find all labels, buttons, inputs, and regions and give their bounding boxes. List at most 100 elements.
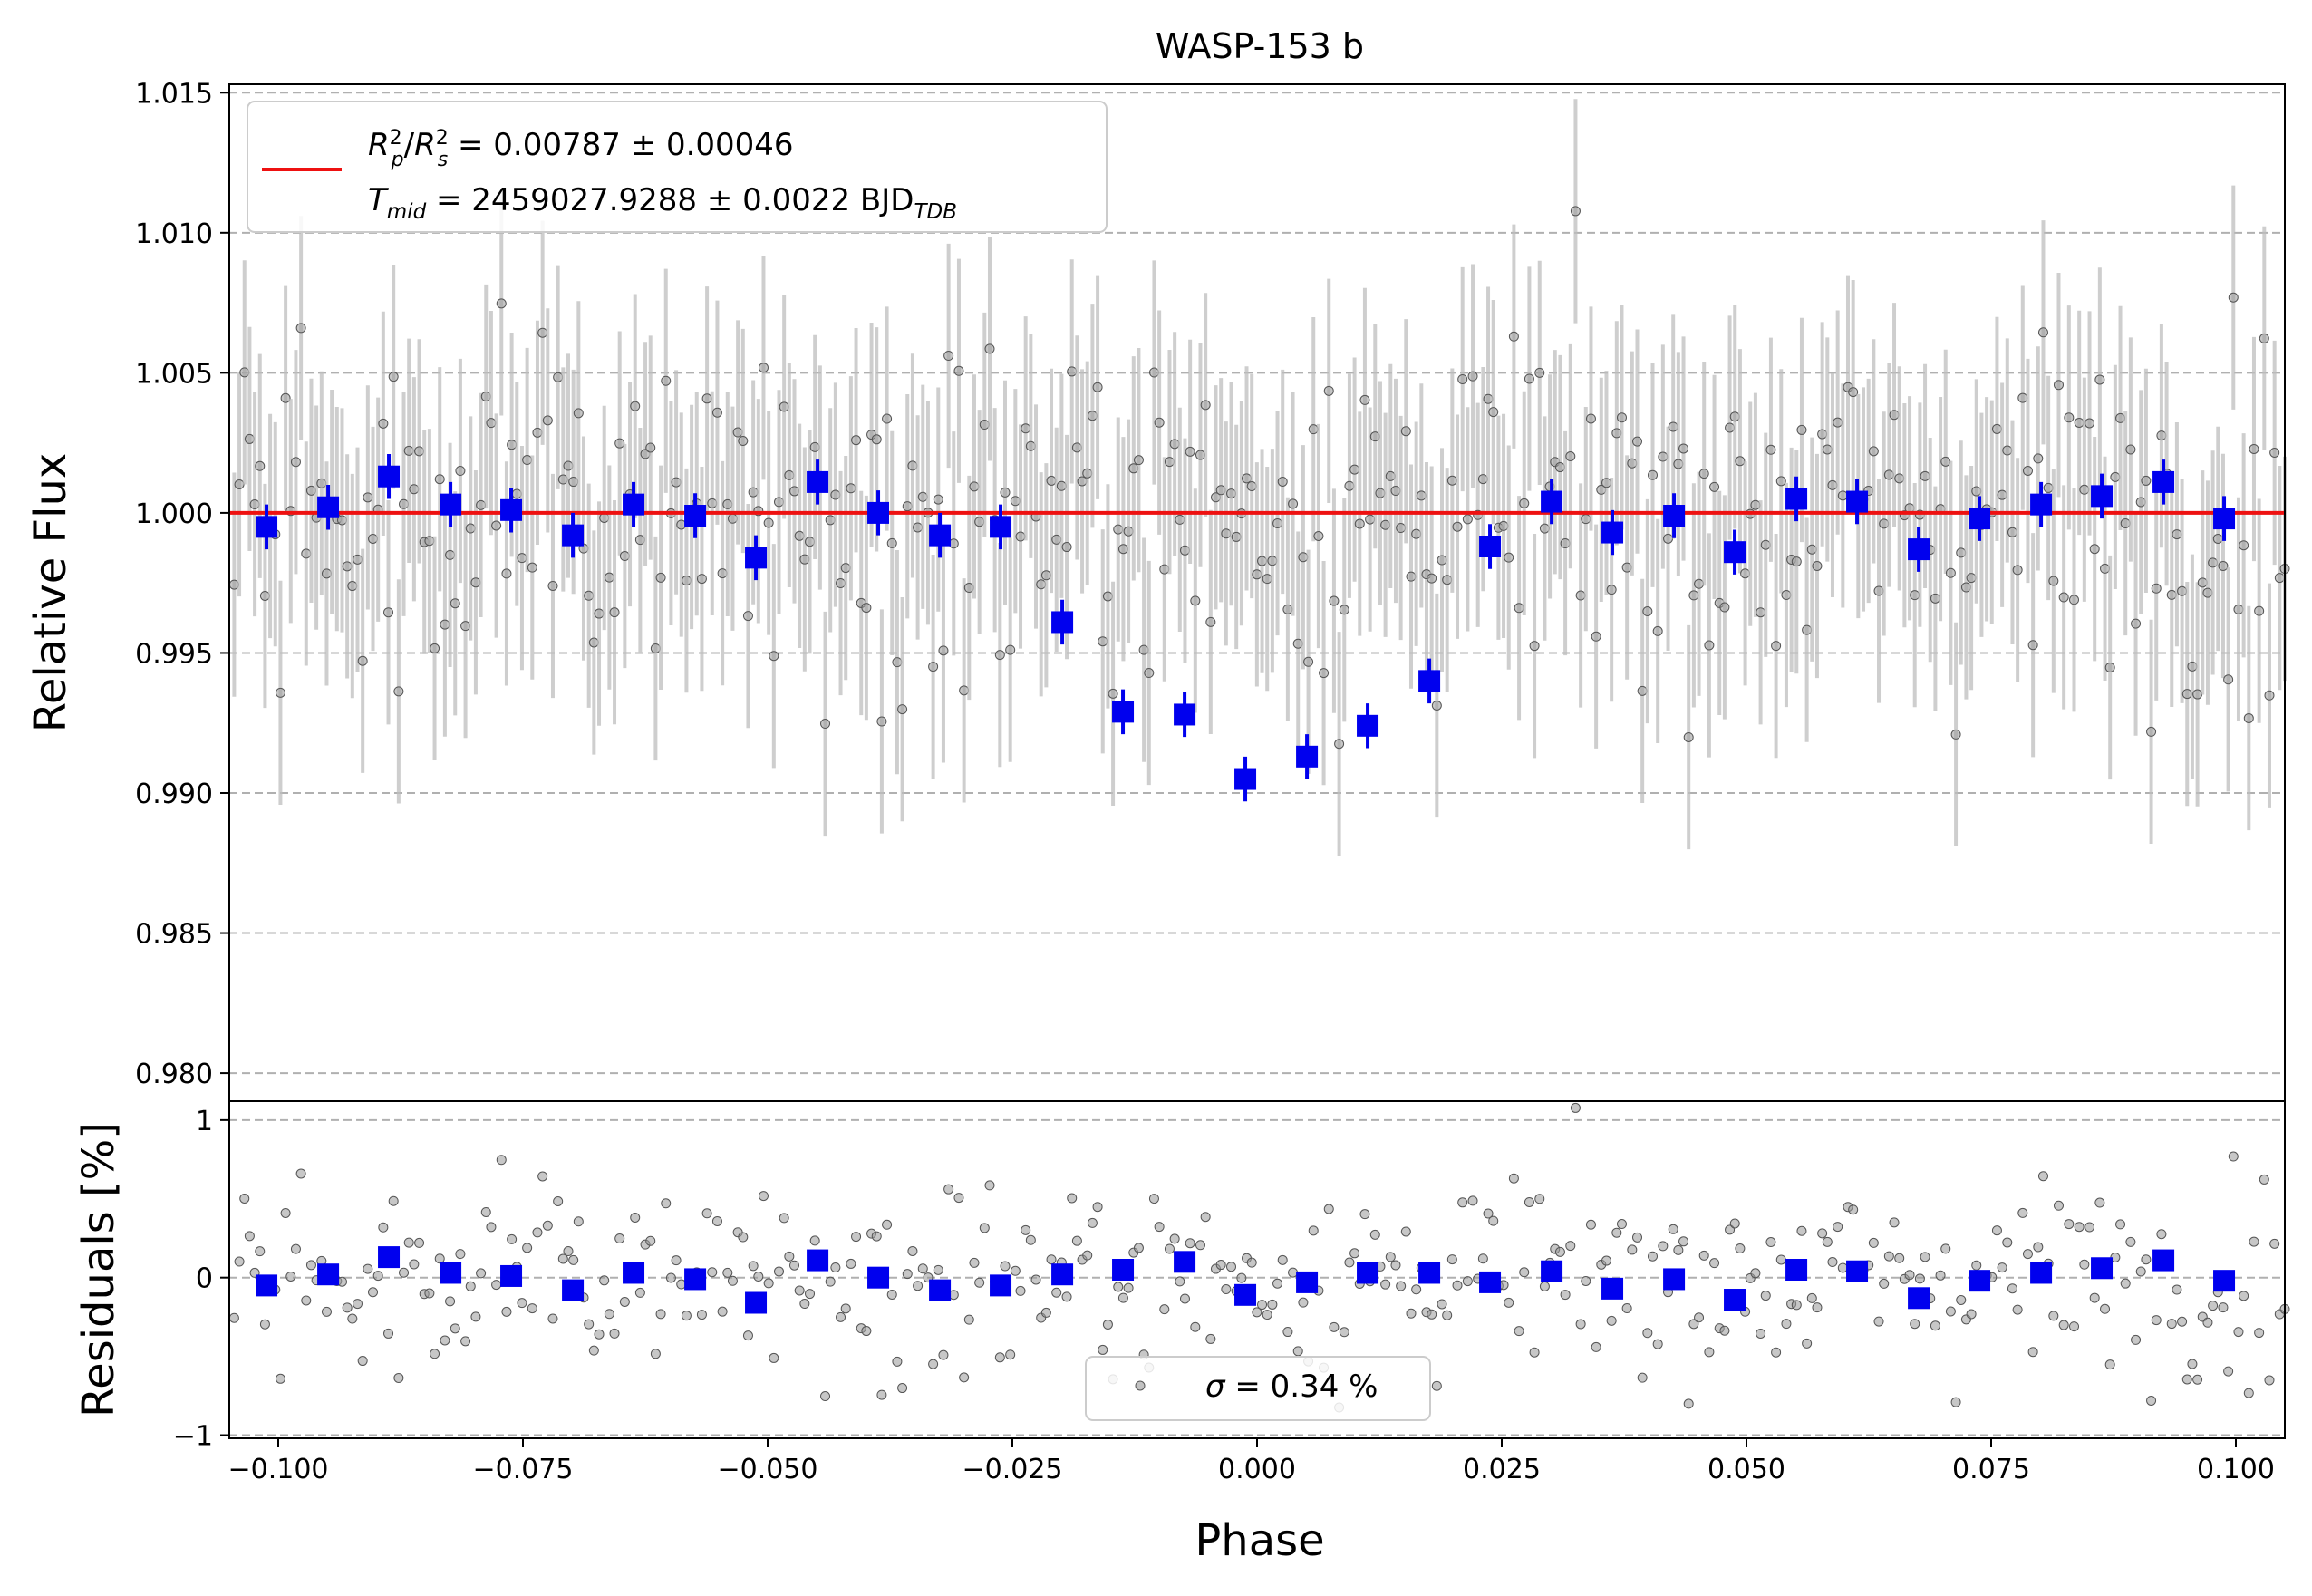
raw-point: [511, 488, 522, 499]
raw-point: [357, 655, 368, 666]
raw-point: [1771, 641, 1782, 652]
raw-point: [913, 522, 924, 533]
binned-residual-point: [1846, 1260, 1869, 1282]
legend-tmid-sub: mid: [387, 200, 427, 224]
residual-raw-point: [789, 1260, 800, 1271]
residual-raw-point: [1169, 1233, 1180, 1244]
raw-point: [2166, 589, 2177, 600]
residual-raw-point: [1565, 1241, 1576, 1252]
residual-raw-point: [722, 1267, 733, 1278]
raw-point: [634, 535, 645, 546]
raw-point: [871, 434, 882, 445]
residual-raw-point: [470, 1311, 481, 1322]
raw-point: [2274, 573, 2285, 584]
raw-point: [1796, 424, 1807, 435]
residual-raw-point: [630, 1212, 641, 1223]
raw-point: [609, 607, 620, 618]
raw-point: [2079, 484, 2090, 495]
residual-raw-point: [2254, 1328, 2265, 1339]
residual-raw-point: [1400, 1226, 1411, 1237]
raw-point: [963, 583, 974, 594]
raw-point: [557, 474, 568, 485]
raw-point: [486, 418, 497, 429]
residual-raw-point: [1385, 1252, 1396, 1262]
residual-raw-point: [480, 1206, 491, 1217]
residual-raw-point: [1226, 1262, 1237, 1272]
raw-point: [892, 657, 903, 668]
binned-point: [1296, 745, 1319, 768]
raw-point: [1442, 575, 1453, 585]
raw-point: [861, 603, 872, 614]
raw-point: [465, 523, 476, 534]
residual-raw-point: [2259, 1174, 2269, 1185]
residual-raw-point: [1236, 1272, 1247, 1283]
residual-raw-point: [799, 1299, 810, 1310]
binned-residual-point: [1969, 1270, 1991, 1292]
residual-raw-point: [1771, 1347, 1782, 1358]
residual-raw-point: [711, 1215, 722, 1226]
raw-point: [701, 393, 712, 404]
residual-raw-point: [547, 1313, 558, 1324]
raw-point: [1894, 473, 1905, 484]
residual-raw-point: [1554, 1246, 1565, 1257]
raw-point: [1040, 570, 1051, 581]
raw-point: [1848, 387, 1859, 398]
residual-raw-point: [2017, 1207, 2028, 1218]
residual-raw-point: [2269, 1238, 2280, 1249]
raw-point: [280, 392, 291, 403]
residual-raw-point: [1658, 1241, 1669, 1252]
residual-raw-point: [1298, 1297, 1309, 1308]
residual-raw-point: [969, 1257, 980, 1268]
raw-point: [1025, 440, 1036, 451]
raw-point: [496, 298, 507, 309]
raw-point: [619, 551, 630, 562]
residual-raw-point: [1025, 1234, 1036, 1245]
raw-point: [1642, 606, 1653, 617]
binned-residual-point: [1051, 1263, 1074, 1286]
residual-raw-point: [455, 1249, 466, 1260]
residual-raw-point: [609, 1328, 620, 1339]
raw-point: [1945, 567, 1956, 578]
raw-point: [2037, 327, 2048, 338]
raw-point: [851, 435, 862, 446]
residual-raw-point: [2192, 1374, 2203, 1385]
binned-residual-point: [1174, 1251, 1196, 1273]
raw-point: [2141, 475, 2152, 486]
raw-point: [1133, 455, 1144, 466]
raw-point: [1581, 514, 1591, 525]
residual-raw-point: [2172, 1284, 2182, 1295]
raw-point: [507, 440, 518, 450]
raw-point: [2254, 605, 2265, 616]
raw-point: [1709, 481, 1720, 492]
residual-raw-point: [557, 1253, 568, 1264]
raw-point: [1339, 605, 1349, 615]
binned-residual-point: [2091, 1257, 2114, 1280]
residual-raw-point: [393, 1372, 404, 1383]
legend-rp-value: = 0.00787 ± 0.00046: [448, 127, 793, 163]
residual-raw-point: [671, 1255, 682, 1266]
residual-raw-point: [773, 1266, 784, 1277]
raw-point: [2120, 517, 2131, 528]
x-tick-label: −0.100: [227, 1454, 328, 1485]
residual-raw-point: [604, 1309, 614, 1320]
residual-raw-point: [748, 1261, 759, 1272]
raw-point: [1252, 569, 1262, 580]
raw-point: [2239, 540, 2249, 551]
raw-point: [2002, 445, 2013, 456]
top-gridlines: [229, 92, 2285, 1075]
raw-point: [2058, 592, 2069, 603]
residual-raw-point: [892, 1356, 903, 1367]
residual-raw-point: [1648, 1251, 1659, 1262]
residual-raw-point: [496, 1155, 507, 1166]
raw-point: [1648, 469, 1659, 480]
raw-point: [599, 512, 610, 523]
raw-point: [1036, 579, 1047, 590]
residual-raw-point: [542, 1220, 553, 1231]
residual-raw-point: [1591, 1341, 1601, 1352]
raw-point: [440, 619, 450, 630]
residual-raw-point: [1698, 1250, 1709, 1261]
raw-point: [1437, 555, 1447, 566]
raw-point: [773, 497, 784, 508]
residual-raw-point: [2177, 1316, 2188, 1327]
legend-tmid-symbol: T: [368, 182, 389, 218]
